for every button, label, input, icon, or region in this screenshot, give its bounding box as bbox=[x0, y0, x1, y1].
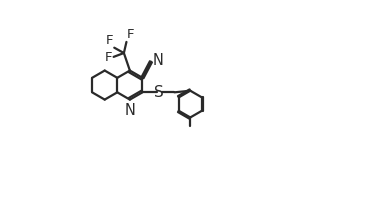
Text: S: S bbox=[154, 85, 164, 100]
Text: F: F bbox=[127, 28, 135, 41]
Text: N: N bbox=[125, 103, 136, 118]
Text: N: N bbox=[153, 53, 164, 68]
Text: F: F bbox=[105, 51, 112, 64]
Text: F: F bbox=[106, 34, 113, 47]
